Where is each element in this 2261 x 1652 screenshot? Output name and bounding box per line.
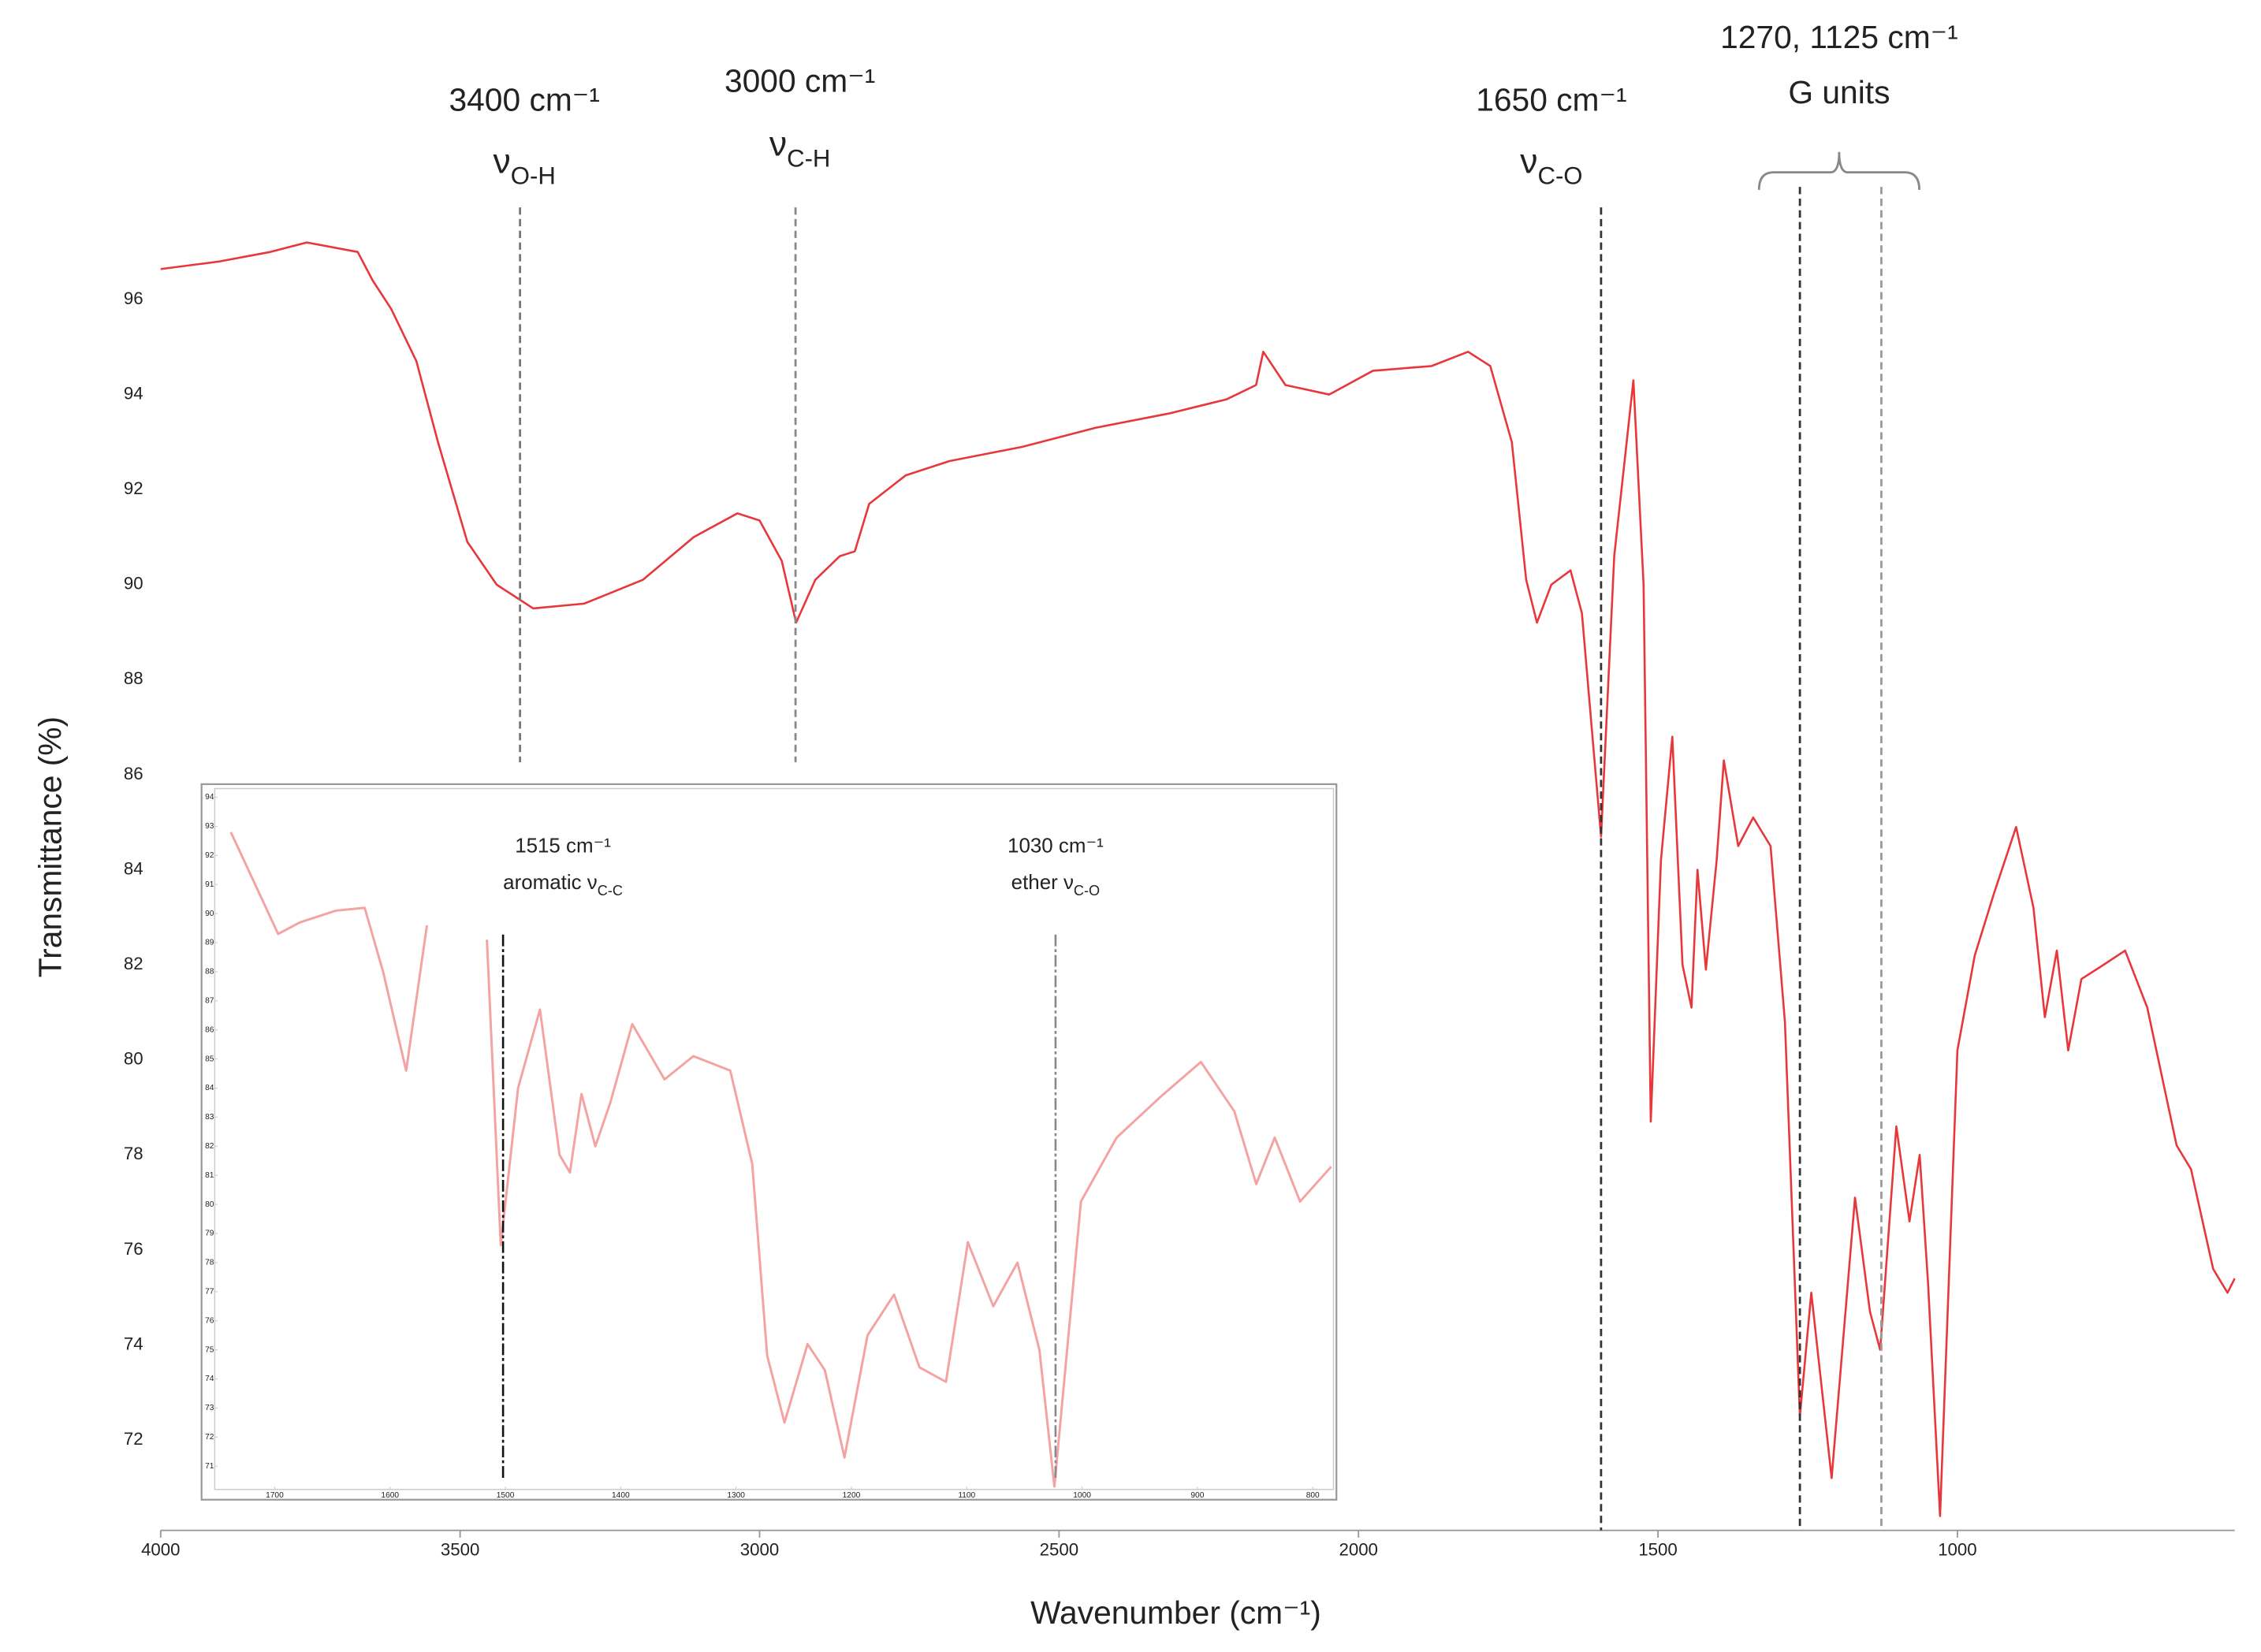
y-tick-label: 74 bbox=[124, 1334, 143, 1353]
mode-subscript: C-H bbox=[787, 144, 830, 172]
annotation-label: 1650 cm⁻¹ bbox=[1476, 81, 1626, 117]
inset-x-tick-label: 1200 bbox=[843, 1491, 861, 1500]
inset-y-tick-label: 85 bbox=[205, 1055, 214, 1063]
inset-y-tick-label: 77 bbox=[205, 1288, 214, 1297]
inset-y-tick-label: 78 bbox=[205, 1259, 214, 1267]
y-axis-title: Transmittance (%) bbox=[32, 716, 68, 977]
mode-label: aromatic νC-C bbox=[503, 872, 623, 899]
mode-symbol: ν bbox=[769, 125, 787, 163]
y-tick-label: 92 bbox=[124, 478, 143, 498]
inset-y-tick-label: 84 bbox=[205, 1084, 214, 1092]
spectrum-line bbox=[229, 832, 1332, 1488]
mode-symbol: ν bbox=[494, 142, 511, 180]
x-tick-label: 1500 bbox=[1638, 1539, 1677, 1559]
mode-label: νC-O bbox=[1520, 142, 1582, 189]
x-tick-label: 3500 bbox=[441, 1539, 479, 1559]
inset-x-tick-label: 1600 bbox=[381, 1491, 399, 1500]
mode-symbol: aromatic ν bbox=[503, 872, 598, 894]
inset-y-tick-label: 75 bbox=[205, 1345, 214, 1354]
y-tick-label: 94 bbox=[124, 383, 143, 403]
y-tick-label: 86 bbox=[124, 764, 143, 783]
inset-y-tick-label: 76 bbox=[205, 1316, 214, 1325]
mode-label: νO-H bbox=[494, 142, 556, 189]
mode-symbol: ν bbox=[1520, 142, 1537, 180]
inset-x-tick-label: 1700 bbox=[266, 1491, 284, 1500]
inset-frame bbox=[200, 783, 1338, 1501]
inset-x-tick-label: 1100 bbox=[958, 1491, 975, 1500]
inset-y-tick-label: 93 bbox=[205, 822, 214, 831]
x-tick-label: 2500 bbox=[1040, 1539, 1078, 1559]
inset-x-tick-label: 1300 bbox=[727, 1491, 745, 1500]
inset-y-tick-label: 79 bbox=[205, 1230, 214, 1238]
x-tick-label: 4000 bbox=[141, 1539, 180, 1559]
inset-y-tick-label: 92 bbox=[205, 851, 214, 860]
y-tick-label: 76 bbox=[124, 1239, 143, 1259]
inset-y-tick-label: 71 bbox=[205, 1462, 214, 1471]
annotation-label: 3400 cm⁻¹ bbox=[449, 81, 599, 117]
inset-y-tick-label: 80 bbox=[205, 1200, 214, 1209]
inset-x-tick-label: 1000 bbox=[1073, 1491, 1091, 1500]
y-tick-label: 78 bbox=[124, 1144, 143, 1163]
inset-y-tick-label: 90 bbox=[205, 910, 214, 918]
mode-label: νC-H bbox=[769, 125, 831, 172]
mode-subscript: C-O bbox=[1074, 883, 1100, 899]
inset-y-tick-label: 94 bbox=[205, 793, 214, 802]
y-tick-label: 80 bbox=[124, 1049, 143, 1069]
mode-subscript: C-O bbox=[1537, 162, 1582, 189]
inset-y-tick-label: 86 bbox=[205, 1025, 214, 1034]
inset-y-tick-label: 87 bbox=[205, 997, 214, 1006]
y-tick-label: 84 bbox=[124, 858, 143, 878]
inset-y-tick-label: 89 bbox=[205, 939, 214, 947]
annotation-label: 3000 cm⁻¹ bbox=[724, 62, 875, 99]
mode-label: ether νC-O bbox=[1011, 872, 1101, 899]
mode-subscript: C-C bbox=[598, 883, 623, 899]
y-tick-label: 72 bbox=[124, 1429, 143, 1449]
inset-y-tick-label: 83 bbox=[205, 1113, 214, 1122]
inset-y-tick-label: 82 bbox=[205, 1142, 214, 1151]
x-tick-label: 1000 bbox=[1938, 1539, 1976, 1559]
inset-x-tick-label: 1500 bbox=[497, 1491, 515, 1500]
x-axis-title: Wavenumber (cm⁻¹) bbox=[1030, 1594, 1321, 1631]
inset-plot-frame bbox=[214, 787, 1335, 1490]
y-tick-label: 88 bbox=[124, 668, 143, 688]
y-tick-label: 96 bbox=[124, 288, 143, 308]
inset-y-tick-label: 88 bbox=[205, 968, 214, 977]
inset-x-tick-label: 800 bbox=[1306, 1491, 1320, 1500]
inset-y-tick-label: 81 bbox=[205, 1171, 214, 1180]
inset-y-tick-label: 72 bbox=[205, 1433, 214, 1442]
inset-annotation-label: 1515 cm⁻¹ bbox=[515, 835, 611, 857]
inset-y-tick-label: 74 bbox=[205, 1375, 214, 1383]
mode-subscript: O-H bbox=[511, 162, 556, 189]
y-tick-label: 90 bbox=[124, 574, 143, 593]
bracket bbox=[1757, 151, 1920, 190]
x-tick-label: 2000 bbox=[1339, 1539, 1377, 1559]
x-tick-label: 3000 bbox=[740, 1539, 779, 1559]
spectrum-line bbox=[160, 241, 2236, 1517]
inset-x-tick-label: 1400 bbox=[612, 1491, 630, 1500]
annotation-sublabel: G units bbox=[1788, 74, 1890, 110]
inset-x-tick-label: 900 bbox=[1190, 1491, 1204, 1500]
y-tick-label: 82 bbox=[124, 954, 143, 973]
inset-y-tick-label: 91 bbox=[205, 880, 214, 889]
mode-symbol: ether ν bbox=[1011, 872, 1074, 894]
inset-annotation-label: 1030 cm⁻¹ bbox=[1008, 835, 1104, 857]
annotation-label: 1270, 1125 cm⁻¹ bbox=[1720, 19, 1958, 55]
inset-y-tick-label: 73 bbox=[205, 1404, 214, 1412]
